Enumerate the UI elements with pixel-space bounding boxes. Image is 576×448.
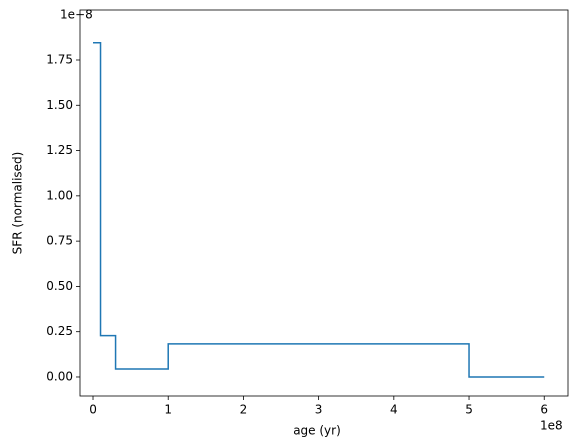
y-tick-label: 1.25 [46,143,73,157]
y-tick-label: 0.50 [46,279,73,293]
x-tick-label: 5 [465,403,473,417]
x-tick-label: 0 [89,403,97,417]
x-tick-label: 4 [390,403,398,417]
y-axis-label: SFR (normalised) [11,152,25,255]
x-tick-label: 1 [164,403,172,417]
plot-frame [79,9,569,397]
data-line [93,42,545,378]
x-offset-label: 1e8 [540,419,563,433]
y-tick-label: 1.75 [46,52,73,66]
y-tick-label: 0.75 [46,234,73,248]
y-tick-label: 0.25 [46,324,73,338]
y-tick-label: 0.00 [46,369,73,383]
y-offset-label: 1e−8 [60,8,93,22]
x-axis-label: age (yr) [293,424,341,438]
x-tick-label: 6 [540,403,548,417]
x-tick-label: 3 [315,403,323,417]
y-tick-label: 1.50 [46,98,73,112]
x-tick-label: 2 [240,403,248,417]
y-tick-label: 1.00 [46,188,73,202]
